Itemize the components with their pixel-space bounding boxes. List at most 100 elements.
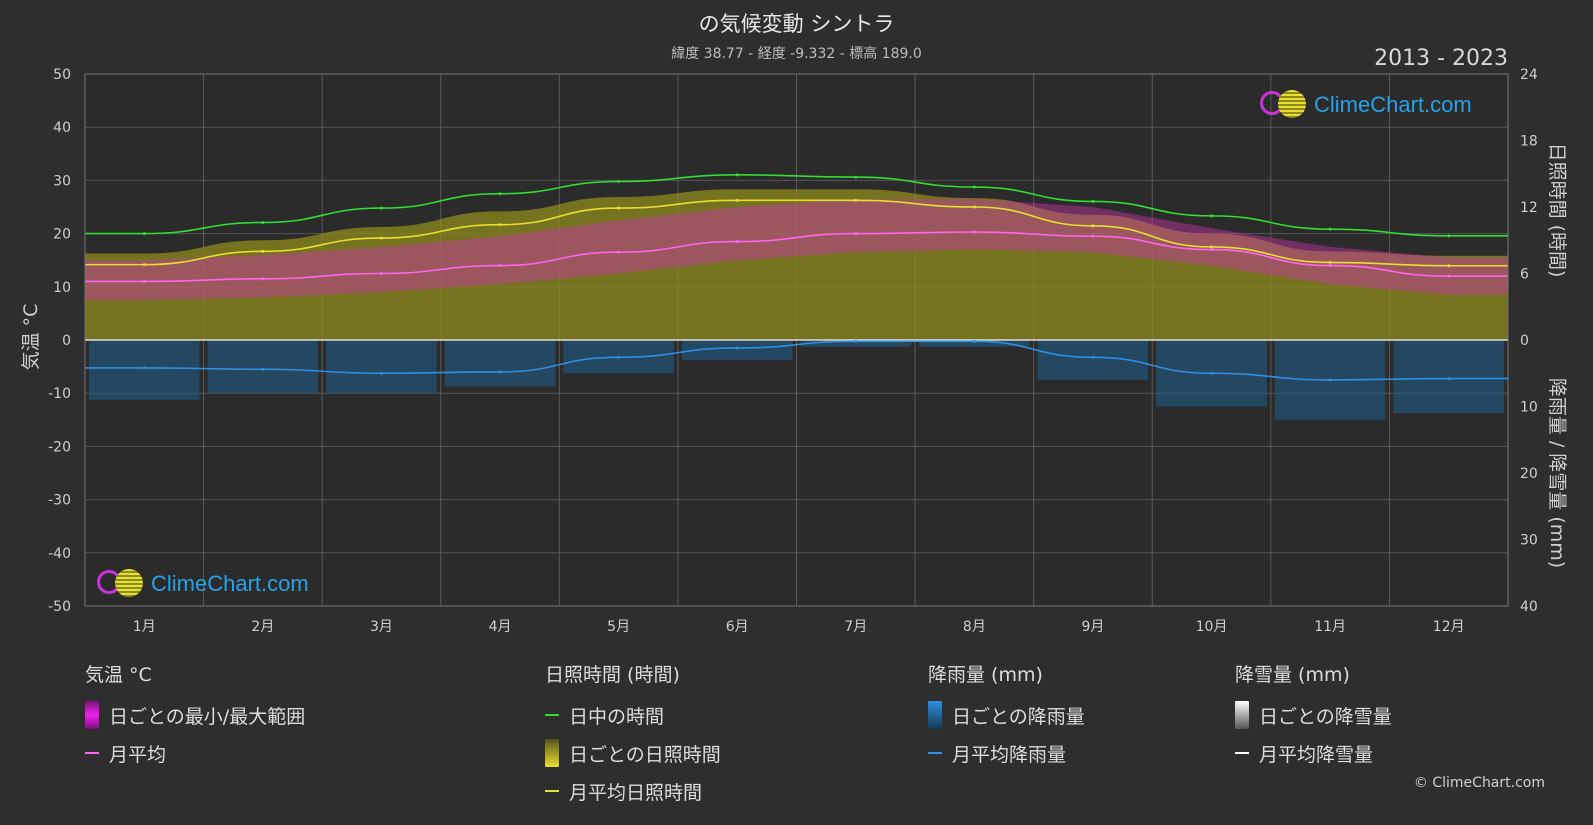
sunshine-mean-line-point [617, 206, 621, 210]
precip-tick-label: 20 [1520, 466, 1538, 482]
temp-tick-label: 40 [53, 120, 71, 136]
rain-mean-line-point [261, 367, 265, 371]
temperature-mean-line-point [498, 264, 502, 268]
rain-mean-line-point [1210, 371, 1214, 375]
climate-chart: 50 40 30 20 10 0 -10 -20 -30 -40 -50 24 18 12 6 0 10 20 30… [20, 67, 1568, 635]
rain-mean-line-point [1091, 355, 1095, 359]
temp-tick-label: 20 [53, 227, 71, 243]
rain-bar [919, 340, 1030, 347]
snow-swatch [1235, 701, 1249, 729]
month-tick-label: 9月 [1081, 619, 1104, 635]
month-tick-label: 1月 [133, 619, 156, 635]
month-tick-label: 5月 [607, 619, 630, 635]
sunshine-tick-label: 12 [1520, 200, 1538, 216]
month-tick-label: 7月 [844, 619, 867, 635]
legend-item: 日中の時間 [545, 696, 721, 734]
month-tick-label: 11月 [1314, 619, 1346, 635]
legend-title: 降雪量 (mm) [1235, 664, 1350, 686]
sunshine-swatch [545, 739, 559, 767]
sunshine-tick-label: 24 [1520, 67, 1538, 83]
daylight-line-point [854, 175, 858, 179]
brand-logo-bottom[interactable]: ClimeChart.com [95, 567, 309, 601]
sunshine-mean-line-point [854, 198, 858, 202]
plot-border [84, 73, 1509, 607]
temperature-mean-line-point [854, 232, 858, 236]
daylight-line-point [261, 221, 265, 225]
year-range: 2013 - 2023 [1374, 46, 1508, 71]
legend-label: 月平均降雪量 [1259, 743, 1374, 766]
sunshine-mean-line-point [1210, 245, 1214, 249]
rain-bar [444, 340, 556, 387]
daylight-line-point [1447, 234, 1451, 238]
brand-name: ClimeChart.com [151, 571, 309, 596]
temp-tick-label: 50 [53, 67, 71, 83]
rain-mean-line [85, 340, 1508, 381]
temp-tick-label: 0 [62, 333, 71, 349]
temp-tick-label: -30 [48, 493, 71, 509]
temp-mean-swatch [85, 752, 99, 754]
rain-bar [326, 340, 437, 394]
sunshine-mean-line [84, 199, 1508, 267]
legend-label: 日ごとの降雨量 [952, 705, 1085, 728]
rain-mean-line-point [498, 370, 502, 374]
sunshine-mean-line-point [735, 198, 739, 202]
legend-label: 月平均 [109, 743, 167, 766]
rain-mean-line-point [735, 346, 739, 350]
temp-tick-label: -50 [48, 599, 71, 615]
rain-bar [1393, 340, 1504, 414]
legend-item: 日ごとの最小/最大範囲 [85, 696, 305, 734]
precip-tick-label: 40 [1520, 599, 1538, 615]
rain-mean-line-point [617, 355, 621, 359]
legend-label: 日ごとの降雪量 [1259, 705, 1392, 728]
sunshine-mean-line-point [498, 223, 502, 227]
legend-label: 月平均日照時間 [569, 781, 703, 804]
sunshine-tick-label: 0 [1520, 333, 1529, 349]
temperature-range-band [85, 199, 1508, 301]
rain-bar [681, 340, 793, 360]
month-tick-label: 8月 [963, 619, 986, 635]
rain-mean-line-point [972, 339, 976, 343]
chart-subtitle: 緯度 38.77 - 経度 -9.332 - 標高 189.0 [671, 46, 922, 62]
brand-logo-top[interactable]: ClimeChart.com [1258, 88, 1472, 122]
legend-label: 日ごとの最小/最大範囲 [109, 705, 306, 728]
rain-bar [89, 340, 200, 400]
sunshine-tick-label: 18 [1520, 134, 1538, 150]
temperature-axis-label: 気温 °C [20, 304, 42, 371]
month-tick-label: 3月 [370, 619, 393, 635]
sunshine-mean-line-point [1328, 260, 1332, 264]
legend-title: 気温 °C [85, 664, 152, 686]
sunshine-tick-label: 6 [1520, 267, 1529, 283]
rain-mean-swatch [928, 752, 942, 754]
temp-tick-label: -10 [48, 386, 71, 402]
legend-sunshine: 日照時間 (時間) 日中の時間 日ごとの日照時間 月平均日照時間 [545, 660, 721, 810]
legend-item: 月平均日照時間 [545, 772, 721, 810]
snow-mean-swatch [1235, 752, 1249, 754]
month-tick-label: 6月 [726, 619, 749, 635]
legend-title: 降雨量 (mm) [928, 664, 1043, 686]
daylight-line-point [617, 180, 621, 184]
sunshine-mean-line-point [1091, 224, 1095, 228]
legend-item: 月平均降雪量 [1235, 734, 1392, 772]
rain-mean-line-point [142, 366, 146, 370]
month-tick-label: 4月 [489, 619, 512, 635]
daylight-line-point [142, 232, 146, 236]
copyright: © ClimeChart.com [1413, 775, 1545, 791]
legend-label: 日中の時間 [569, 705, 665, 728]
temp-tick-label: 10 [53, 280, 71, 296]
legend-item: 日ごとの日照時間 [545, 734, 721, 772]
precip-axis-label: 降雨量 / 降雪量 (mm) [1546, 378, 1568, 568]
rain-swatch [928, 701, 942, 729]
sunshine-daily-area [85, 189, 1508, 340]
daylight-line-point [1091, 199, 1095, 203]
temp-range-swatch [85, 701, 99, 729]
precip-tick-label: 30 [1520, 533, 1538, 549]
daylight-line-point [379, 206, 383, 210]
legend-item: 月平均降雨量 [928, 734, 1085, 772]
sunshine-mean-line-point [261, 249, 265, 253]
daylight-line-point [1328, 227, 1332, 231]
rain-bar [800, 340, 912, 347]
sunshine-mean-line-point [379, 236, 383, 240]
brand-name: ClimeChart.com [1314, 92, 1472, 117]
legend-rain: 降雨量 (mm) 日ごとの降雨量 月平均降雨量 [928, 660, 1085, 772]
temperature-mean-line-point [379, 272, 383, 275]
